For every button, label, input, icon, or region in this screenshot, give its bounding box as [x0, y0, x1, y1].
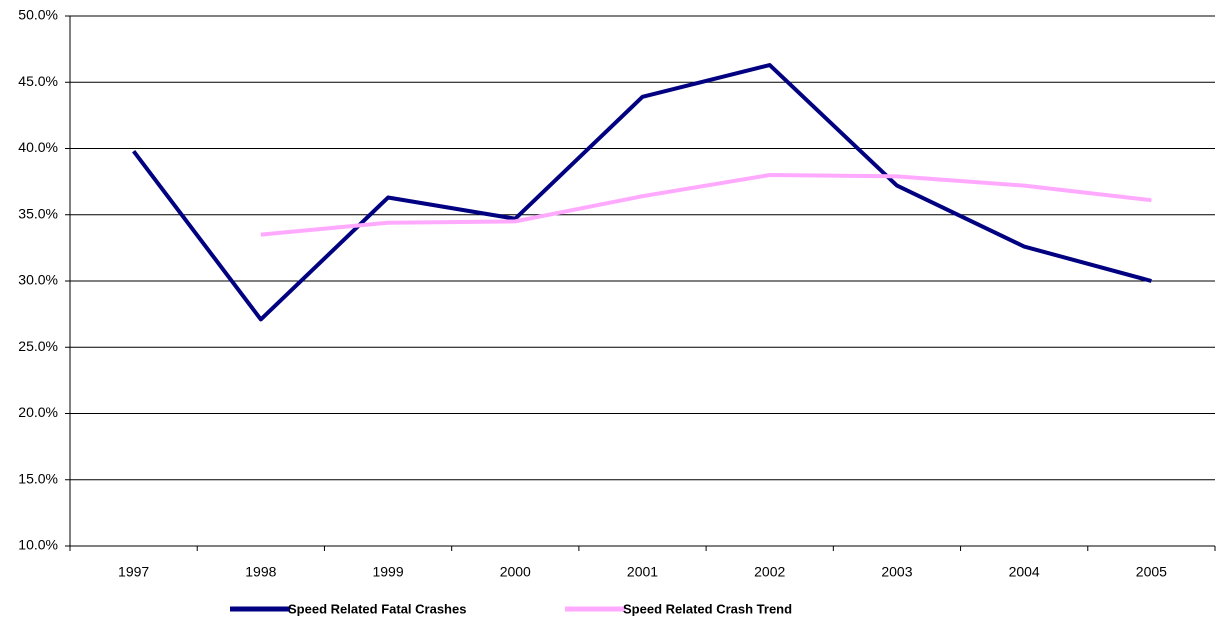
x-tick-label: 1999	[372, 564, 403, 580]
y-tick-label: 15.0%	[18, 470, 58, 486]
x-tick-label: 2004	[1009, 564, 1040, 580]
y-tick-label: 10.0%	[18, 537, 58, 553]
series-line	[260, 173, 1152, 237]
x-tick-label: 2005	[1136, 564, 1167, 580]
y-tick-label: 40.0%	[18, 139, 58, 155]
x-tick-label: 2001	[627, 564, 658, 580]
y-tick-label: 45.0%	[18, 73, 58, 89]
y-tick-label: 35.0%	[18, 205, 58, 221]
legend-label: Speed Related Fatal Crashes	[288, 601, 466, 616]
y-tick-label: 30.0%	[18, 272, 58, 288]
legend-label: Speed Related Crash Trend	[623, 601, 792, 616]
y-tick-label: 25.0%	[18, 338, 58, 354]
x-tick-label: 2000	[500, 564, 531, 580]
series-line	[132, 63, 1152, 322]
y-tick-label: 20.0%	[18, 404, 58, 420]
x-tick-label: 2003	[881, 564, 912, 580]
x-tick-label: 1998	[245, 564, 276, 580]
x-tick-label: 2002	[754, 564, 785, 580]
y-tick-label: 50.0%	[18, 7, 58, 23]
x-tick-label: 1997	[118, 564, 149, 580]
